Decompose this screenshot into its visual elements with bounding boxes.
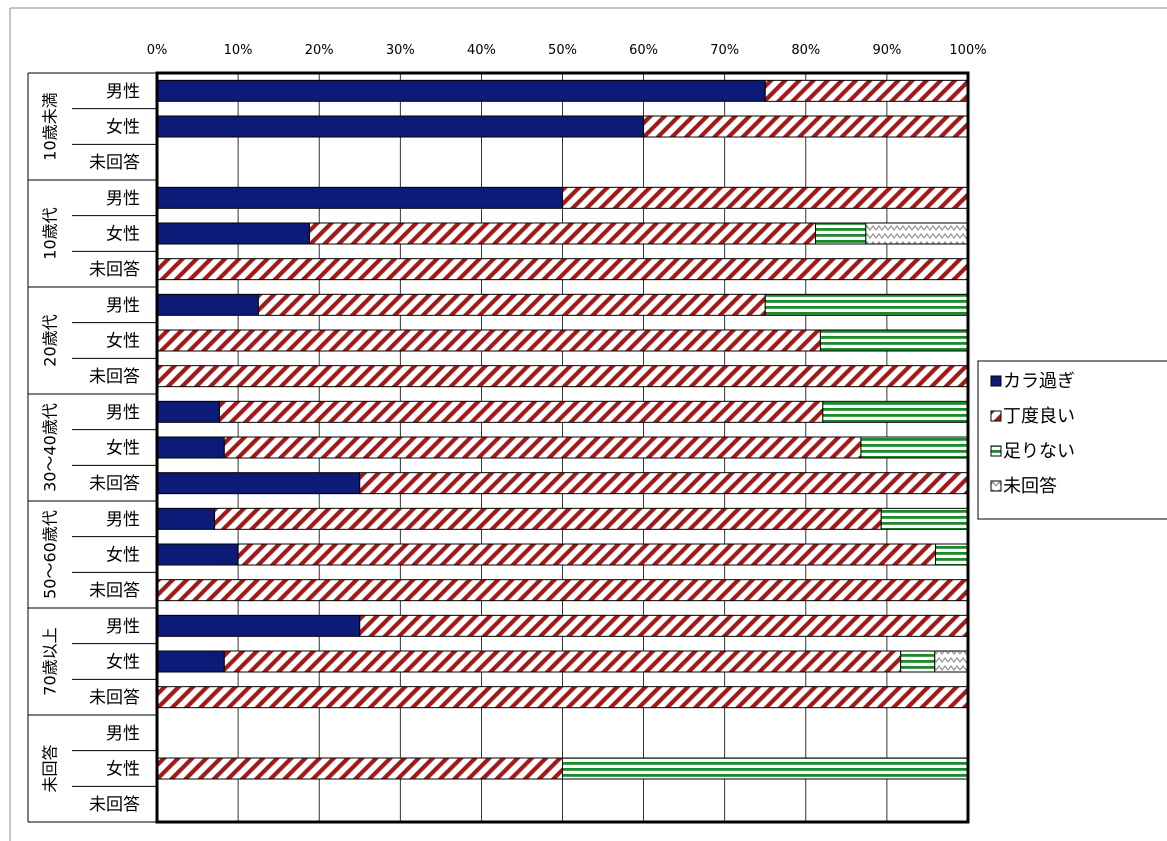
row-label: 女性 <box>106 332 140 352</box>
bar-segment <box>359 614 969 637</box>
x-tick-label: 100% <box>949 43 986 58</box>
group-label: 未回答 <box>41 744 60 792</box>
x-tick-label: 0% <box>147 43 168 58</box>
bar-segment <box>156 507 216 530</box>
bar-segment <box>156 472 361 495</box>
row-label: 男性 <box>106 189 140 209</box>
legend-box <box>977 360 1167 520</box>
bar-segment <box>764 79 969 102</box>
x-tick-label: 80% <box>791 43 820 58</box>
row-label: 男性 <box>106 510 140 530</box>
bar-segment <box>223 650 902 673</box>
legend-label: 未回答 <box>1003 476 1057 497</box>
row-label: 未回答 <box>89 260 140 280</box>
row-label: 女性 <box>106 653 140 673</box>
bar-segment <box>223 436 862 459</box>
legend-swatch <box>990 445 1002 457</box>
bar-segment <box>218 400 824 423</box>
bar-segment <box>900 650 936 673</box>
row-label: 未回答 <box>89 795 140 815</box>
bar-segment <box>860 436 969 459</box>
row-label: 女性 <box>106 546 140 566</box>
x-tick-label: 10% <box>224 43 253 58</box>
bar-segment <box>156 650 225 673</box>
bar-segment <box>764 293 969 316</box>
bar-segment <box>214 507 882 530</box>
row-label: 女性 <box>106 439 140 459</box>
bar-segment <box>156 543 239 566</box>
bar-segment <box>934 650 969 673</box>
legend-label: 丁度良い <box>1003 406 1075 427</box>
x-tick-label: 40% <box>467 43 496 58</box>
row-label: 未回答 <box>89 581 140 601</box>
bar-segment <box>815 222 867 245</box>
row-label: 男性 <box>106 403 140 423</box>
bar-segment <box>156 258 969 281</box>
bar-segment <box>237 543 937 566</box>
row-label: 女性 <box>106 225 140 245</box>
x-tick-label: 90% <box>872 43 901 58</box>
bar-segment <box>156 329 821 352</box>
legend-swatch <box>990 410 1002 422</box>
bar-segment <box>880 507 969 530</box>
bar-segment <box>156 757 563 780</box>
x-tick-label: 30% <box>386 43 415 58</box>
bar-segment <box>156 115 645 138</box>
bar-segment <box>156 579 969 602</box>
bar-segment <box>822 400 969 423</box>
row-label: 男性 <box>106 724 140 744</box>
bar-segment <box>156 79 766 102</box>
bar-segment <box>156 222 310 245</box>
legend-swatch <box>990 480 1002 492</box>
plot-area-border <box>155 71 970 824</box>
bar-segment <box>156 293 259 316</box>
bar-segment <box>562 186 969 209</box>
bar-segment <box>156 614 361 637</box>
group-label: 10歳未満 <box>41 92 60 160</box>
x-tick-label: 20% <box>305 43 334 58</box>
legend-label: 足りない <box>1003 441 1075 462</box>
row-label: 男性 <box>106 296 140 316</box>
group-label: 30～40歳代 <box>41 403 60 492</box>
bar-segment <box>562 757 969 780</box>
row-label: 未回答 <box>89 474 140 494</box>
legend-swatch <box>990 375 1002 387</box>
row-label: 女性 <box>106 118 140 138</box>
row-label: 男性 <box>106 82 140 102</box>
bar-segment <box>308 222 817 245</box>
row-label: 未回答 <box>89 153 140 173</box>
bar-segment <box>359 472 969 495</box>
row-label: 女性 <box>106 760 140 780</box>
bar-segment <box>935 543 969 566</box>
bar-segment <box>257 293 766 316</box>
bar-segment <box>156 686 969 709</box>
bar-segment <box>156 400 220 423</box>
row-label: 男性 <box>106 617 140 637</box>
bar-segment <box>643 115 969 138</box>
x-tick-label: 50% <box>548 43 577 58</box>
bar-segment <box>156 186 563 209</box>
group-label: 20歳代 <box>41 314 60 366</box>
bar-segment <box>865 222 969 245</box>
x-tick-label: 70% <box>710 43 739 58</box>
x-tick-label: 60% <box>629 43 658 58</box>
group-label: 70歳以上 <box>41 627 60 695</box>
bar-segment <box>819 329 969 352</box>
bar-segment <box>156 436 225 459</box>
legend-label: カラ過ぎ <box>1003 371 1075 392</box>
bar-segment <box>156 365 969 388</box>
group-label: 50～60歳代 <box>41 510 60 599</box>
row-label: 未回答 <box>89 367 140 387</box>
row-label: 未回答 <box>89 688 140 708</box>
group-label: 10歳代 <box>41 207 60 259</box>
